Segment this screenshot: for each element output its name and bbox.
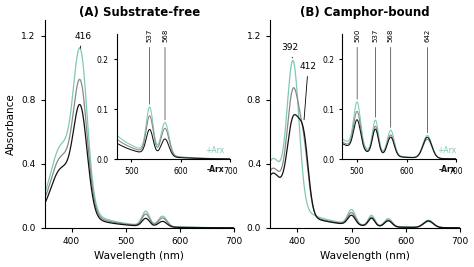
Text: 392: 392 [281, 43, 298, 58]
Title: (B) Camphor-bound: (B) Camphor-bound [300, 6, 430, 18]
Text: 412: 412 [300, 62, 317, 120]
Y-axis label: Absorbance: Absorbance [6, 93, 16, 155]
Text: 416: 416 [74, 32, 91, 48]
X-axis label: Wavelength (nm): Wavelength (nm) [320, 252, 410, 261]
Title: (A) Substrate-free: (A) Substrate-free [79, 6, 200, 18]
X-axis label: Wavelength (nm): Wavelength (nm) [94, 252, 184, 261]
